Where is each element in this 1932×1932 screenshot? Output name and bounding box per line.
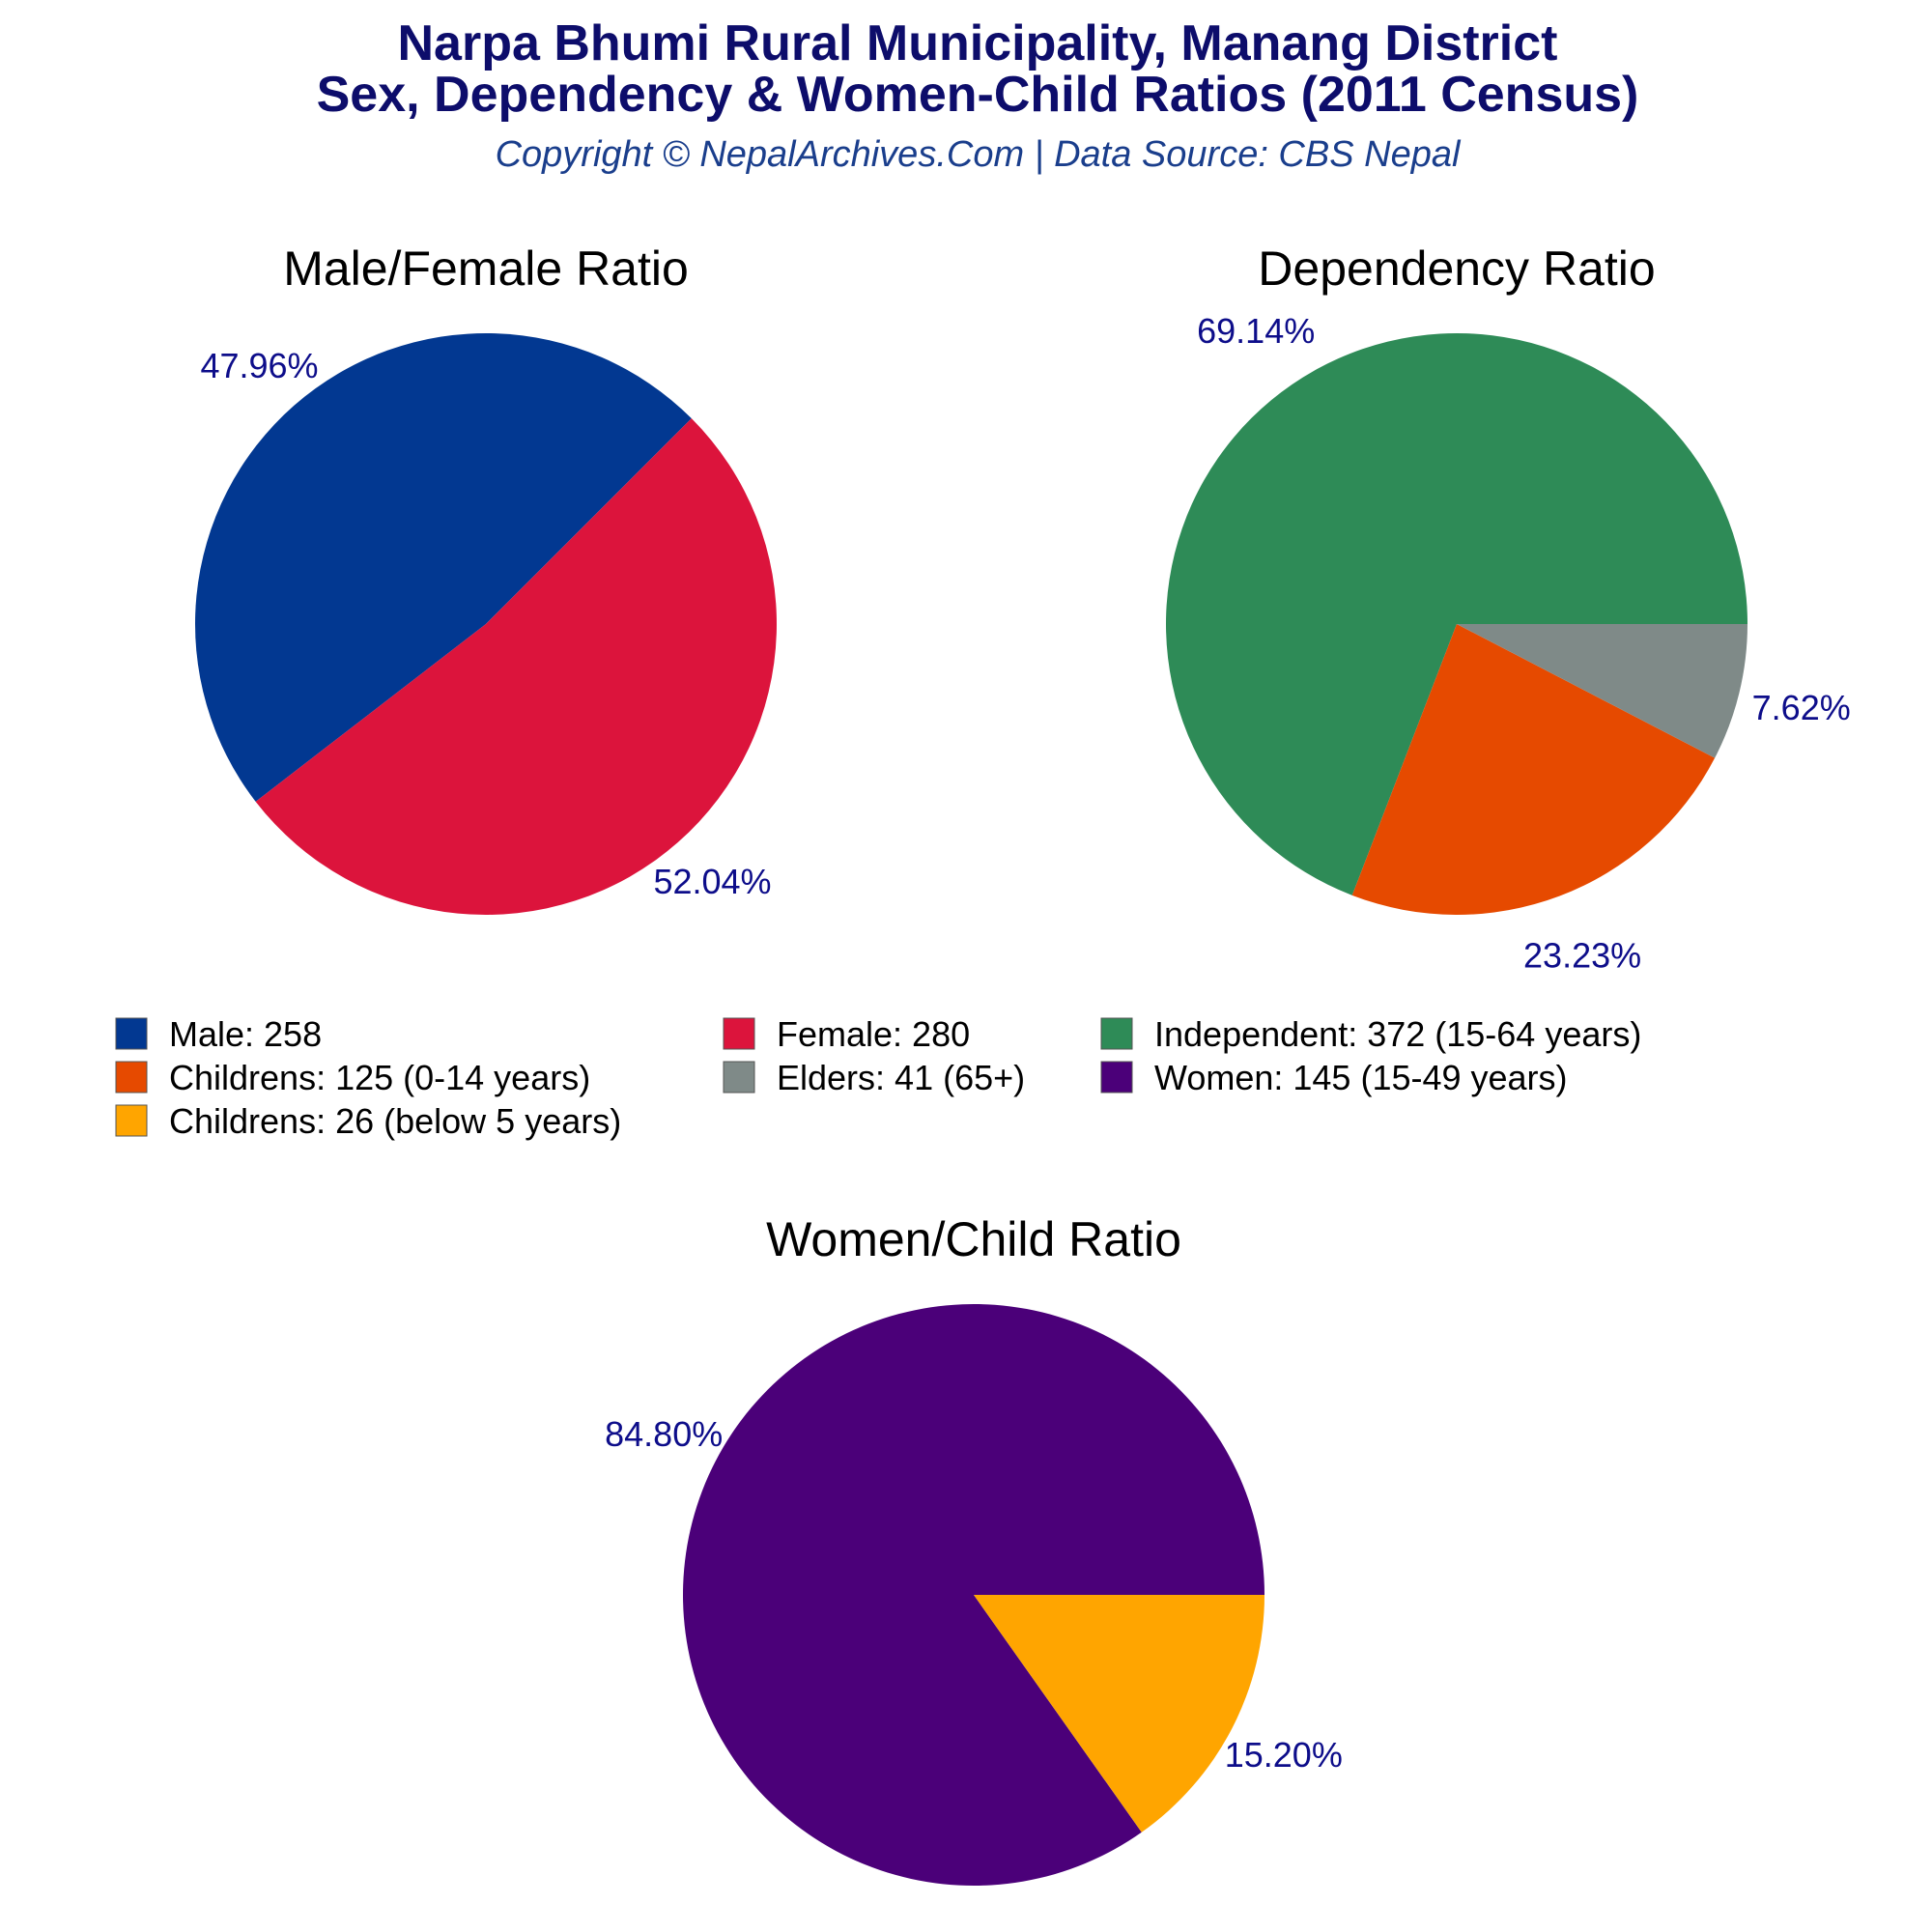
legend-swatch xyxy=(1100,1061,1133,1094)
legend-item: Childrens: 26 (below 5 years) xyxy=(115,1101,621,1141)
legend-item: Childrens: 125 (0-14 years) xyxy=(115,1058,590,1097)
legend-swatch xyxy=(115,1104,148,1137)
pie-slice-independent xyxy=(1166,332,1747,895)
pie-title: Male/Female Ratio xyxy=(283,242,689,296)
chart-subtitle: Copyright © NepalArchives.Com | Data Sou… xyxy=(496,134,1462,175)
legend-label: Female: 280 xyxy=(777,1014,970,1054)
legend-swatch xyxy=(723,1017,755,1050)
pie-slice-male xyxy=(194,332,692,802)
pie-slice-women xyxy=(683,1304,1264,1887)
legend-label: Elders: 41 (65+) xyxy=(777,1058,1025,1097)
pie-women-child: Women/Child Ratio 84.80% 15.20% xyxy=(605,1212,1343,1887)
legend-item: Female: 280 xyxy=(723,1014,970,1054)
legend-item: Male: 258 xyxy=(115,1014,322,1054)
pie-percent-label: 7.62% xyxy=(1752,688,1851,727)
pie-dependency: Dependency Ratio 69.14% 23.23% 7.62% xyxy=(1166,242,1851,975)
pie-male-female: Male/Female Ratio 47.96% 52.04% xyxy=(194,242,777,915)
pie-percent-label: 84.80% xyxy=(605,1414,723,1454)
pie-title: Dependency Ratio xyxy=(1258,242,1655,296)
pie-percent-label: 23.23% xyxy=(1523,935,1641,975)
legend-swatch xyxy=(115,1017,148,1050)
legend-swatch xyxy=(1100,1017,1133,1050)
legend: Male: 258 Female: 280 Independent: 372 (15… xyxy=(115,1014,1641,1141)
pie-slice-childrens-below-5-years xyxy=(974,1595,1264,1833)
chart-title-line1: Narpa Bhumi Rural Municipality, Manang D… xyxy=(398,15,1558,71)
pie-slice-elders-65 xyxy=(1457,624,1747,758)
legend-swatch xyxy=(723,1061,755,1094)
pie-percent-label: 15.20% xyxy=(1225,1735,1343,1775)
legend-label: Childrens: 26 (below 5 years) xyxy=(169,1101,621,1141)
legend-item: Elders: 41 (65+) xyxy=(723,1058,1025,1097)
pie-percent-label: 52.04% xyxy=(653,862,771,901)
pie-slice-childrens-0-14-years xyxy=(1351,624,1716,915)
legend-label: Male: 258 xyxy=(169,1014,322,1054)
pie-percent-label: 69.14% xyxy=(1197,311,1315,351)
legend-label: Women: 145 (15-49 years) xyxy=(1154,1058,1568,1097)
legend-item: Women: 145 (15-49 years) xyxy=(1100,1058,1568,1097)
pie-title: Women/Child Ratio xyxy=(766,1212,1181,1266)
chart-title-line2: Sex, Dependency & Women-Child Ratios (20… xyxy=(317,67,1639,123)
legend-item: Independent: 372 (15-64 years) xyxy=(1100,1014,1641,1054)
legend-label: Independent: 372 (15-64 years) xyxy=(1154,1014,1641,1054)
legend-swatch xyxy=(115,1061,148,1094)
legend-label: Childrens: 125 (0-14 years) xyxy=(169,1058,590,1097)
pie-slice-female xyxy=(255,418,777,915)
pie-percent-label: 47.96% xyxy=(200,346,318,385)
